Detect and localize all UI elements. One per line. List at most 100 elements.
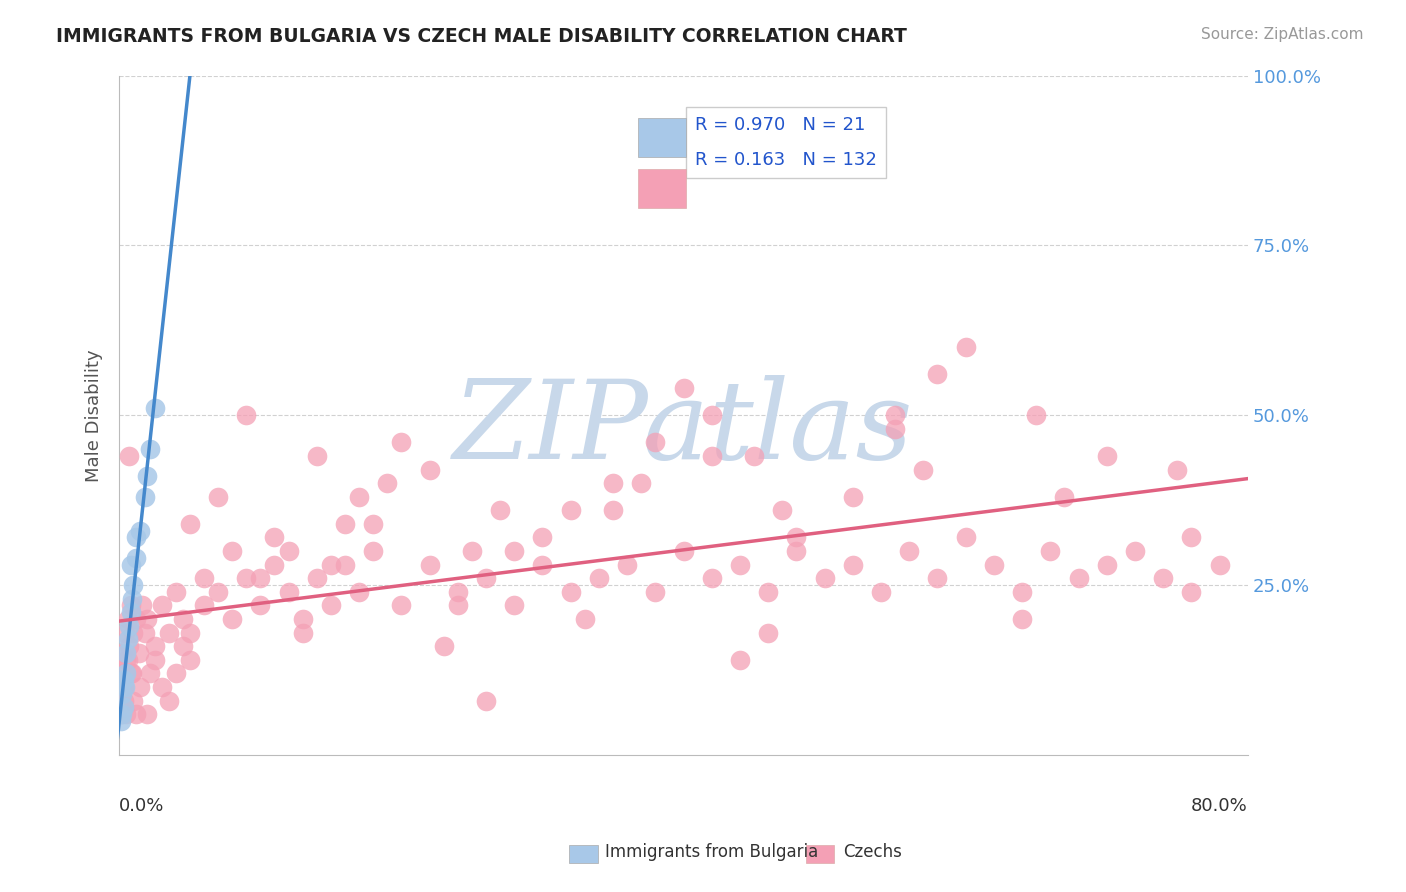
Point xyxy=(193,599,215,613)
Point xyxy=(728,558,751,572)
Point xyxy=(172,639,194,653)
Point xyxy=(179,516,201,531)
Point xyxy=(112,700,135,714)
Point xyxy=(165,585,187,599)
Point xyxy=(110,714,132,728)
Point xyxy=(884,422,907,436)
Point xyxy=(927,368,949,382)
Point xyxy=(842,558,865,572)
Point xyxy=(770,503,793,517)
Point xyxy=(128,646,150,660)
Point xyxy=(179,653,201,667)
Point xyxy=(419,462,441,476)
Point xyxy=(475,693,498,707)
FancyBboxPatch shape xyxy=(638,169,686,208)
Point xyxy=(136,612,159,626)
Point xyxy=(616,558,638,572)
Point xyxy=(207,585,229,599)
Point xyxy=(503,544,526,558)
Point xyxy=(179,625,201,640)
Point xyxy=(785,544,807,558)
Point xyxy=(221,612,243,626)
Point xyxy=(277,544,299,558)
Point xyxy=(110,707,132,722)
Point xyxy=(560,503,582,517)
Point xyxy=(1025,408,1047,422)
Point xyxy=(361,516,384,531)
Point xyxy=(120,666,142,681)
Point xyxy=(125,612,148,626)
Point xyxy=(630,476,652,491)
Point xyxy=(291,612,314,626)
Point xyxy=(927,571,949,585)
Point xyxy=(644,585,666,599)
Point xyxy=(117,632,139,647)
Point xyxy=(117,612,139,626)
Point xyxy=(361,544,384,558)
Point xyxy=(898,544,921,558)
Point xyxy=(1039,544,1062,558)
Point xyxy=(143,401,166,416)
Point xyxy=(560,585,582,599)
Point xyxy=(742,449,765,463)
Point xyxy=(1053,490,1076,504)
Point xyxy=(129,680,152,694)
Point xyxy=(375,476,398,491)
Point xyxy=(114,625,136,640)
Point xyxy=(118,449,141,463)
Point xyxy=(955,340,977,354)
Text: ZIPatlas: ZIPatlas xyxy=(453,375,914,483)
Point xyxy=(700,408,723,422)
Y-axis label: Male Disability: Male Disability xyxy=(86,349,103,482)
Point xyxy=(644,435,666,450)
Text: R = 0.970   N = 21
R = 0.163   N = 132: R = 0.970 N = 21 R = 0.163 N = 132 xyxy=(695,116,877,169)
Point xyxy=(117,653,139,667)
Point xyxy=(115,653,138,667)
Point xyxy=(263,531,285,545)
Point xyxy=(447,585,470,599)
Point xyxy=(870,585,893,599)
Point xyxy=(1095,449,1118,463)
Point xyxy=(419,558,441,572)
Point xyxy=(120,599,142,613)
Point xyxy=(433,639,456,653)
Point xyxy=(249,571,271,585)
Point xyxy=(112,680,135,694)
Text: Source: ZipAtlas.com: Source: ZipAtlas.com xyxy=(1201,27,1364,42)
Point xyxy=(700,571,723,585)
Point xyxy=(1152,571,1174,585)
Point xyxy=(333,516,356,531)
Point xyxy=(112,693,135,707)
Point xyxy=(1180,531,1202,545)
Text: Immigrants from Bulgaria: Immigrants from Bulgaria xyxy=(605,843,818,861)
Point xyxy=(221,544,243,558)
Point xyxy=(814,571,837,585)
Point xyxy=(120,558,142,572)
Point xyxy=(447,599,470,613)
Point xyxy=(305,449,328,463)
Point xyxy=(136,707,159,722)
Point xyxy=(785,531,807,545)
Point xyxy=(503,599,526,613)
Point xyxy=(1208,558,1230,572)
Point xyxy=(118,619,141,633)
Point xyxy=(1180,585,1202,599)
Point xyxy=(235,408,257,422)
Point xyxy=(531,558,554,572)
Point xyxy=(150,599,173,613)
Point xyxy=(602,476,624,491)
Point xyxy=(347,585,370,599)
Point xyxy=(249,599,271,613)
Text: 80.0%: 80.0% xyxy=(1191,797,1249,814)
FancyBboxPatch shape xyxy=(638,118,686,157)
Point xyxy=(235,571,257,585)
Point xyxy=(115,666,138,681)
Point xyxy=(125,531,148,545)
Point xyxy=(139,666,162,681)
Point xyxy=(129,524,152,538)
Point xyxy=(319,599,342,613)
Point xyxy=(120,605,142,619)
Point xyxy=(111,707,134,722)
Point xyxy=(391,599,413,613)
Point xyxy=(157,693,180,707)
